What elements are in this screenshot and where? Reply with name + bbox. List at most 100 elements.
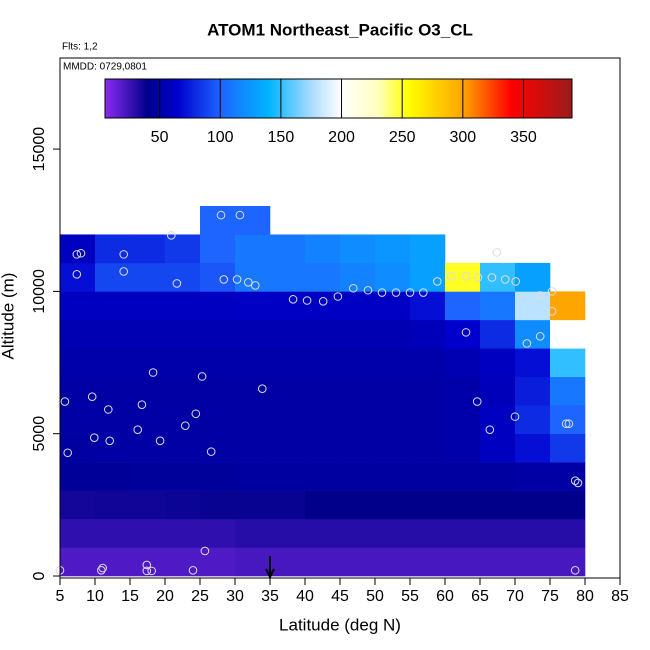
sample-point <box>76 248 86 258</box>
heat-cell <box>200 490 236 520</box>
heat-cell <box>445 291 481 321</box>
heat-cell <box>270 319 306 349</box>
colorbar-tick-label: 200 <box>328 129 355 146</box>
heat-cell <box>410 405 446 434</box>
sample-point <box>535 332 545 341</box>
sample-point <box>522 339 532 348</box>
x-tick-label: 35 <box>261 588 279 605</box>
subtitle: Flts: 1,2 <box>62 42 98 53</box>
sample-point <box>433 277 442 286</box>
sample-point <box>63 448 72 458</box>
heat-cell <box>480 547 516 577</box>
heat-cell <box>340 319 376 349</box>
heat-cell <box>550 376 586 406</box>
heat-cell <box>375 490 411 520</box>
heat-cell <box>235 206 271 235</box>
sample-point <box>98 563 107 573</box>
annotation: MMDD: 0729,0801 <box>63 62 147 73</box>
heat-cell <box>60 291 96 321</box>
heat-cell <box>270 462 306 491</box>
heat-cell <box>550 433 586 463</box>
heat-cell <box>165 348 201 378</box>
sample-point <box>500 275 510 284</box>
x-tick-label: 50 <box>366 588 384 605</box>
x-tick-label: 70 <box>506 588 524 605</box>
sample-point <box>391 288 401 297</box>
sample-point <box>235 210 245 220</box>
heat-cell <box>60 319 96 349</box>
heat-cell <box>130 405 166 434</box>
colorbar-tick-label: 250 <box>389 129 416 146</box>
heat-cell <box>550 405 586 434</box>
heat-cell <box>480 519 516 548</box>
heat-cell <box>165 433 201 463</box>
x-tick-label: 45 <box>331 588 349 605</box>
x-tick-label: 80 <box>576 588 594 605</box>
heat-cell <box>130 262 166 292</box>
heat-cell <box>305 234 341 264</box>
y-tick-label: 15000 <box>31 127 48 172</box>
heat-cell <box>305 405 341 434</box>
heat-cell <box>270 547 306 577</box>
heat-cell <box>340 462 376 491</box>
heat-cell <box>235 462 271 491</box>
heat-cell <box>200 262 236 292</box>
heat-cell <box>375 462 411 491</box>
x-tick-label: 10 <box>86 588 104 605</box>
sample-point <box>72 270 82 279</box>
heat-cell <box>445 519 481 548</box>
heatmap <box>60 206 586 577</box>
heat-cell <box>340 234 376 264</box>
colorbar-tick-label: 50 <box>151 129 169 146</box>
heat-cell <box>550 547 586 577</box>
heat-cell <box>445 547 481 577</box>
sample-point <box>485 425 495 435</box>
sample-point <box>206 447 216 456</box>
heat-cell <box>60 462 96 491</box>
heat-cell <box>375 234 411 264</box>
sample-point <box>258 384 267 394</box>
sample-point <box>97 566 106 575</box>
heat-cell <box>95 547 131 577</box>
heat-cell <box>270 262 306 292</box>
sample-point <box>155 436 165 446</box>
heat-cell <box>515 405 551 434</box>
sample-point <box>181 421 190 431</box>
heat-cell <box>95 348 131 378</box>
heat-cell <box>480 319 516 349</box>
sample-point <box>119 250 128 259</box>
heat-cell <box>340 348 376 378</box>
heat-cell <box>515 348 551 378</box>
heat-cell <box>235 405 271 434</box>
heat-cell <box>515 490 551 520</box>
x-tick-label: 65 <box>471 588 489 605</box>
heat-cell <box>200 547 236 577</box>
heat-cell <box>305 319 341 349</box>
heat-cell <box>235 547 271 577</box>
heat-cell <box>130 291 166 321</box>
heat-cell <box>95 262 131 292</box>
heat-cell <box>130 462 166 491</box>
sample-point <box>487 273 497 282</box>
heat-cell <box>60 376 96 406</box>
heat-cell <box>410 234 446 264</box>
sample-point <box>492 248 502 257</box>
sample-point <box>349 283 358 293</box>
sample-point <box>142 566 152 576</box>
heat-cell <box>480 262 516 292</box>
heat-cell <box>200 206 236 235</box>
sample-point <box>288 295 298 304</box>
heat-cell <box>375 262 411 292</box>
sample-point <box>570 566 580 575</box>
heat-cell <box>235 348 271 378</box>
heat-cell <box>515 376 551 406</box>
heat-cell <box>165 319 201 349</box>
heat-cell <box>480 462 516 491</box>
sample-point <box>104 405 113 414</box>
sample-point <box>377 288 387 297</box>
heat-cell <box>515 547 551 577</box>
heat-cell <box>410 291 446 321</box>
sample-point <box>419 288 428 297</box>
sample-point <box>244 277 253 287</box>
